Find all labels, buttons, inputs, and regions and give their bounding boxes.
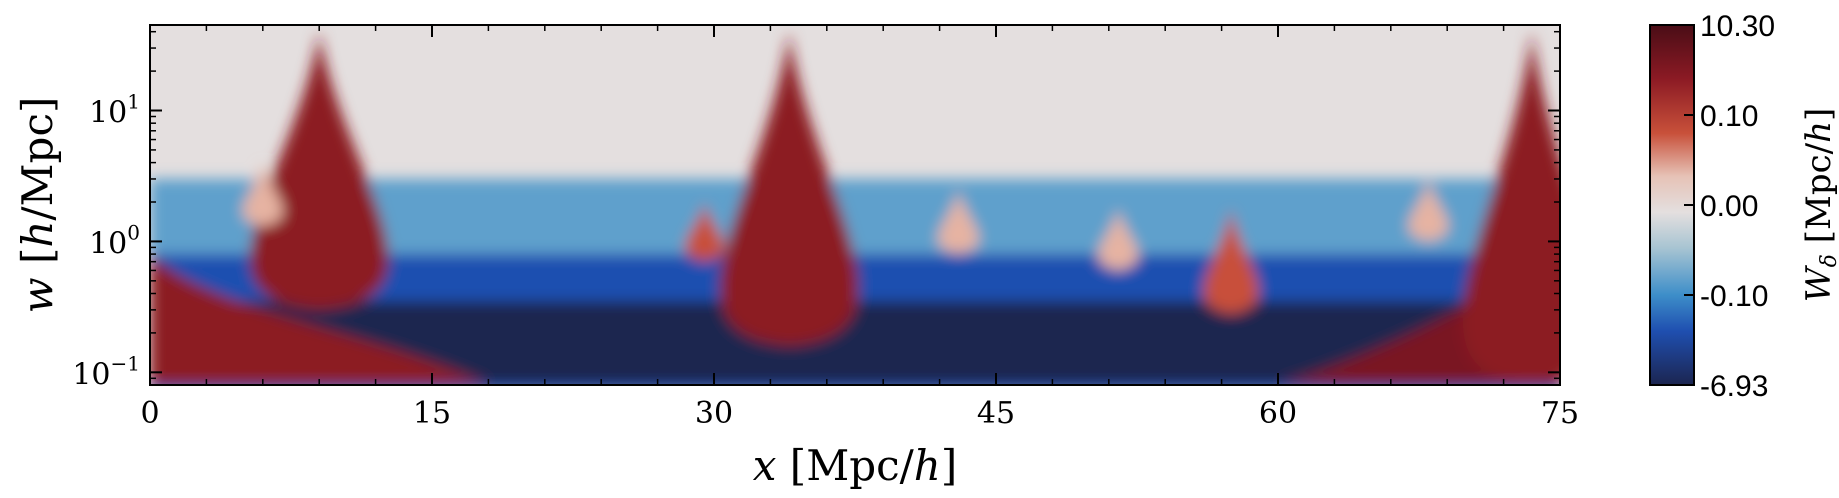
colorbar-tick-label: 0.00	[1700, 190, 1758, 223]
plot-frame	[149, 24, 1561, 386]
colorbar-tick-label: 0.10	[1700, 100, 1758, 133]
positive-peak	[1203, 207, 1259, 314]
y-tick-label: 101	[89, 90, 140, 131]
x-tick-label: 30	[695, 396, 733, 431]
x-tick-label: 60	[1259, 396, 1297, 431]
y-tick-label: 10−1	[72, 351, 140, 392]
positive-peak	[1408, 178, 1449, 242]
colorbar-tick-label: -6.93	[1700, 370, 1768, 403]
positive-peak	[684, 202, 725, 262]
positive-peak	[1462, 31, 1560, 385]
positive-region-left	[150, 254, 489, 385]
x-tick-label: 45	[977, 396, 1015, 431]
y-axis-label: w [h/Mpc]	[13, 97, 62, 314]
colorbar-label: Wδ [Mpc/h]	[1799, 108, 1839, 303]
colorbar-tick-label: 10.30	[1700, 10, 1775, 43]
positive-peak	[1098, 207, 1139, 271]
heatmap	[150, 25, 1560, 385]
x-axis-label: x [Mpc/h]	[753, 441, 957, 490]
positive-peak	[242, 162, 284, 227]
colorbar-ticks: 10.30 0.10 0.00 -0.10 -6.93	[1684, 10, 1775, 403]
y-tick-label: 100	[89, 220, 140, 261]
positive-peak	[250, 31, 389, 310]
x-tick-label: 15	[413, 396, 451, 431]
x-tick-label: 75	[1541, 396, 1579, 431]
positive-peak	[937, 189, 979, 255]
positive-peak	[720, 31, 859, 346]
colorbar-tick-label: -0.10	[1700, 280, 1768, 313]
axis-ticks: 0 15 30 45 60 75 10−1 100 101	[72, 25, 1579, 431]
x-tick-label: 0	[140, 396, 159, 431]
